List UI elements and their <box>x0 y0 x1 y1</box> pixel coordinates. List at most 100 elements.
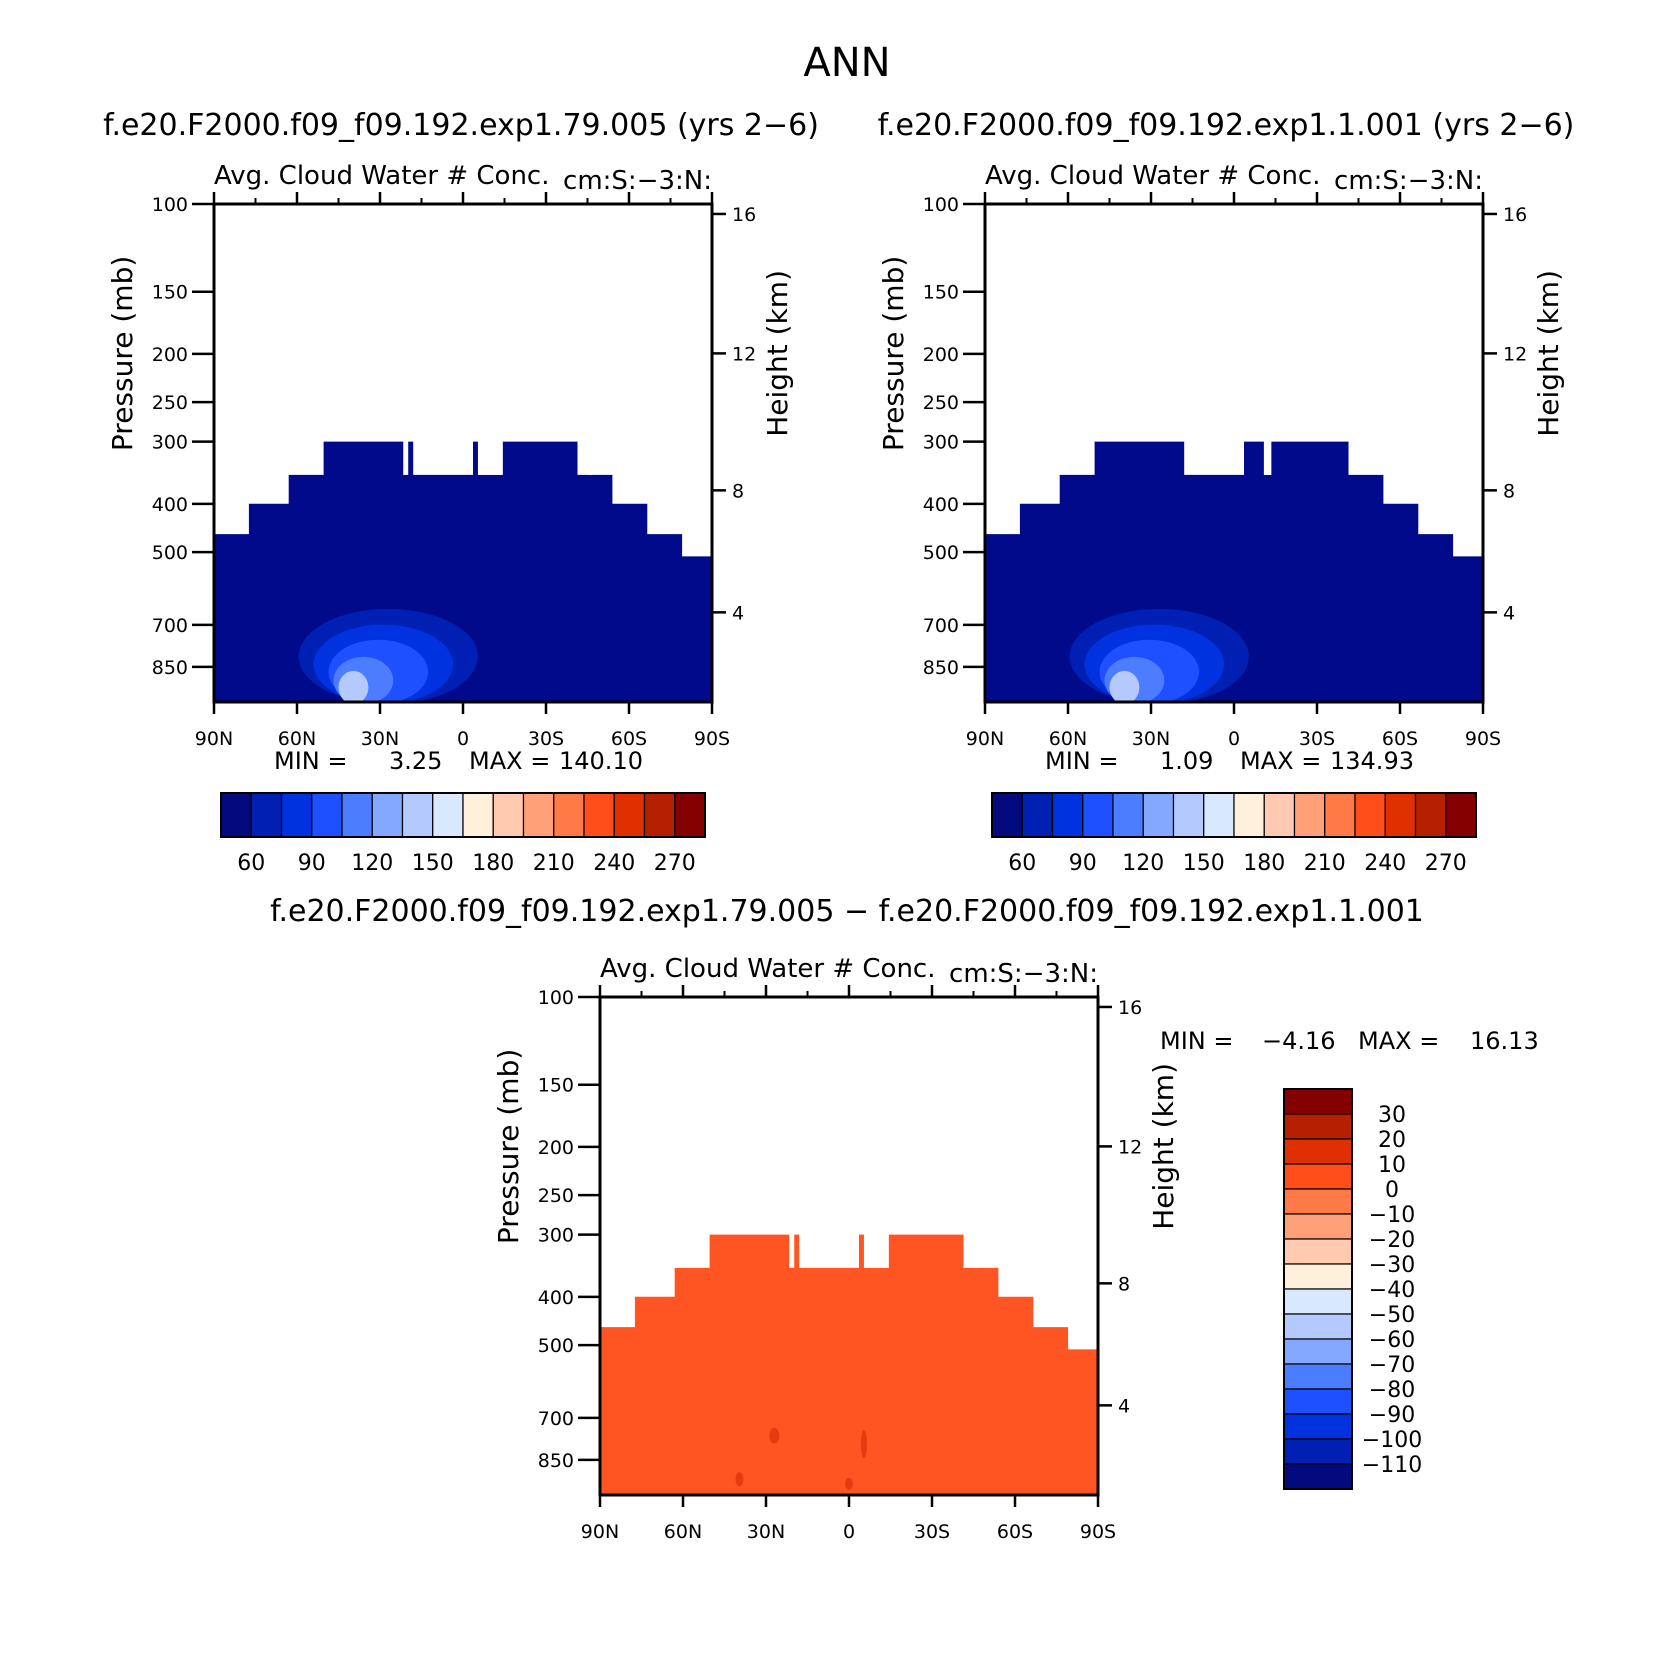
colorbar-swatch <box>401 792 434 838</box>
colorbar-swatch <box>280 792 313 838</box>
y2-axis-label: Height (km) <box>1532 270 1565 437</box>
y2-tick-label: 16 <box>732 204 756 226</box>
y-tick-label: 300 <box>538 1225 574 1247</box>
colorbar-swatch <box>341 792 373 838</box>
min-value: 3.25 <box>389 747 442 775</box>
diff-title: f.e20.F2000.f09_f09.192.exp1.79.005 − f.… <box>270 894 1424 929</box>
colorbar-swatch <box>1283 1313 1353 1340</box>
y-tick-label: 400 <box>152 494 188 516</box>
colorbar-swatch <box>432 792 464 838</box>
y2-tick-label: 4 <box>1503 602 1515 624</box>
field-gap <box>973 1233 979 1268</box>
y2-axis-label: Height (km) <box>1147 1063 1180 1230</box>
colorbar-label: −90 <box>1369 1403 1415 1428</box>
panel-case1: Avg. Cloud Water # Conc. cm:S:−3:N: 100 150… <box>106 161 794 876</box>
min-label: MIN = <box>1045 747 1118 775</box>
x-tick-label: 90S <box>1080 1521 1116 1543</box>
y-tick-label: 150 <box>152 282 188 304</box>
colorbar-swatch <box>1445 792 1477 838</box>
max-label: MAX = <box>1358 1027 1439 1055</box>
y2-tick-label: 16 <box>1118 997 1142 1019</box>
colorbar-label: 180 <box>1243 851 1285 876</box>
y-tick-label: 850 <box>152 657 188 679</box>
colorbar-swatch <box>1263 792 1296 838</box>
colorbar-swatch <box>1283 1163 1353 1190</box>
y-tick-label: 300 <box>923 432 959 454</box>
colorbar-swatch <box>1384 792 1417 838</box>
colorbar-swatch <box>643 792 676 838</box>
min-label: MIN = <box>1160 1027 1233 1055</box>
colorbar-frame <box>991 792 1477 838</box>
panel-units: cm:S:−3:N: <box>949 959 1098 989</box>
y-tick-label: 400 <box>923 494 959 516</box>
y2-tick-label: 12 <box>1118 1136 1142 1158</box>
y-tick-label: 700 <box>152 615 188 637</box>
colorbar-swatch <box>1051 792 1084 838</box>
field-contour <box>769 1427 780 1444</box>
y-tick-label: 250 <box>538 1185 574 1207</box>
x-tick-label: 30N <box>1132 728 1170 750</box>
y-tick-label: 100 <box>152 194 188 216</box>
field-gap <box>403 440 409 475</box>
colorbar-swatch <box>220 792 252 838</box>
colorbar-swatch <box>553 792 585 838</box>
colorbar-swatch <box>1324 792 1356 838</box>
y2-tick-label: 4 <box>1118 1395 1130 1417</box>
field-gap <box>863 1233 889 1268</box>
panel-units: cm:S:−3:N: <box>563 166 712 196</box>
colorbar-label: −70 <box>1369 1353 1415 1378</box>
cloud-field <box>600 1234 1098 1495</box>
field-gap <box>587 440 593 475</box>
colorbar-swatch <box>371 792 404 838</box>
max-value: 16.13 <box>1470 1027 1539 1055</box>
x-tick-label: 90S <box>1465 728 1501 750</box>
colorbar-swatch <box>613 792 646 838</box>
colorbar-label: 270 <box>654 851 696 876</box>
colorbar-label: −80 <box>1369 1378 1415 1403</box>
colorbar-label: 150 <box>1183 851 1225 876</box>
x-tick-label: 60S <box>1382 728 1418 750</box>
colorbar-label: −100 <box>1362 1428 1422 1453</box>
x-tick-label: 60N <box>1049 728 1087 750</box>
field-gap <box>477 440 503 475</box>
colorbar-swatch <box>1021 792 1054 838</box>
field-contour <box>845 1477 853 1490</box>
colorbar-swatch <box>1283 1113 1353 1140</box>
colorbar-label: 30 <box>1378 1103 1406 1128</box>
field-gap <box>1263 440 1272 475</box>
max-value: 140.10 <box>559 747 643 775</box>
min-label: MIN = <box>274 747 347 775</box>
colorbar-swatch <box>674 792 706 838</box>
colorbar-swatch <box>492 792 525 838</box>
panel-difference: Avg. Cloud Water # Conc. cm:S:−3:N:100150… <box>492 954 1539 1543</box>
y-tick-label: 500 <box>923 542 959 564</box>
colorbar-swatch <box>1233 792 1265 838</box>
field-contour <box>735 1472 744 1487</box>
colorbar-label: 120 <box>351 851 393 876</box>
panel-units: cm:S:−3:N: <box>1334 166 1483 196</box>
y2-tick-label: 4 <box>732 602 744 624</box>
min-value: −4.16 <box>1262 1027 1336 1055</box>
x-tick-label: 30N <box>747 1521 785 1543</box>
x-tick-label: 60N <box>278 728 316 750</box>
x-tick-label: 30S <box>914 1521 950 1543</box>
x-tick-label: 60S <box>997 1521 1033 1543</box>
colorbar-swatch <box>1283 1338 1353 1365</box>
y2-tick-label: 12 <box>732 343 756 365</box>
x-tick-label: 90N <box>195 728 233 750</box>
case-title-2: f.e20.F2000.f09_f09.192.exp1.1.001 (yrs … <box>878 108 1575 143</box>
colorbar-swatch <box>462 792 494 838</box>
colorbar-label: 180 <box>472 851 514 876</box>
colorbar-label: −110 <box>1362 1453 1422 1478</box>
colorbar-swatch <box>1283 1188 1353 1215</box>
colorbar-swatch <box>1112 792 1144 838</box>
case-title-1: f.e20.F2000.f09_f09.192.exp1.79.005 (yrs… <box>103 108 819 143</box>
colorbar-swatch <box>1283 1413 1353 1440</box>
y-tick-label: 150 <box>923 282 959 304</box>
colorbar-swatch <box>1283 1388 1353 1415</box>
min-value: 1.09 <box>1160 747 1213 775</box>
x-tick-label: 0 <box>843 1521 855 1543</box>
colorbar-label: −30 <box>1369 1253 1415 1278</box>
x-tick-label: 30S <box>1299 728 1335 750</box>
colorbar-label: 150 <box>412 851 454 876</box>
